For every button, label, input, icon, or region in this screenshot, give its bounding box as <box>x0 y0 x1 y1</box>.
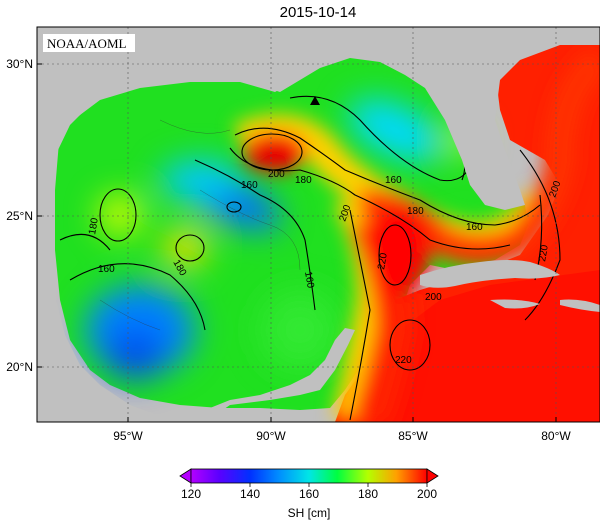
contour-label: 160 <box>385 175 402 186</box>
contour-label: 220 <box>395 355 412 366</box>
map-title: 2015-10-14 <box>280 4 357 21</box>
contour-label: 220 <box>376 252 390 271</box>
colorbar-label: SH [cm] <box>288 506 331 520</box>
ocean-field: 160 180 200 180 160 160 180 180 160 200 … <box>55 27 600 422</box>
triangle-marker <box>310 96 320 105</box>
contour-label: 180 <box>87 217 101 236</box>
contour-label: 200 <box>268 169 285 180</box>
contour-label: 160 <box>98 264 115 275</box>
lon-label: 85°W <box>398 429 428 443</box>
colorbar-tick: 140 <box>240 487 260 501</box>
contour-label: 180 <box>295 175 312 186</box>
colorbar-tick: 200 <box>417 487 437 501</box>
graticule <box>37 27 600 422</box>
lon-label: 90°W <box>256 429 286 443</box>
colorbar-tick: 180 <box>358 487 378 501</box>
contour-label: 160 <box>241 180 258 191</box>
lon-label: 95°W <box>113 429 143 443</box>
colorbar: 120 140 160 180 200 SH [cm] <box>179 468 439 520</box>
contour-label: 160 <box>302 271 316 290</box>
lat-label: 20°N <box>6 360 33 374</box>
land <box>37 27 600 422</box>
colorbar-tick: 120 <box>181 487 201 501</box>
lat-label: 30°N <box>6 57 33 71</box>
contour-label: 180 <box>407 206 424 217</box>
source-label: NOAA/AOML <box>47 36 127 51</box>
contour-label: 160 <box>466 222 483 233</box>
lat-label: 25°N <box>6 209 33 223</box>
map-area: 160 180 200 180 160 160 180 180 160 200 … <box>37 27 600 422</box>
colorbar-tick: 160 <box>299 487 319 501</box>
contour-label: 200 <box>425 292 442 303</box>
lon-label: 80°W <box>541 429 571 443</box>
source-label-box <box>43 34 135 52</box>
contour-label: 220 <box>537 244 551 263</box>
